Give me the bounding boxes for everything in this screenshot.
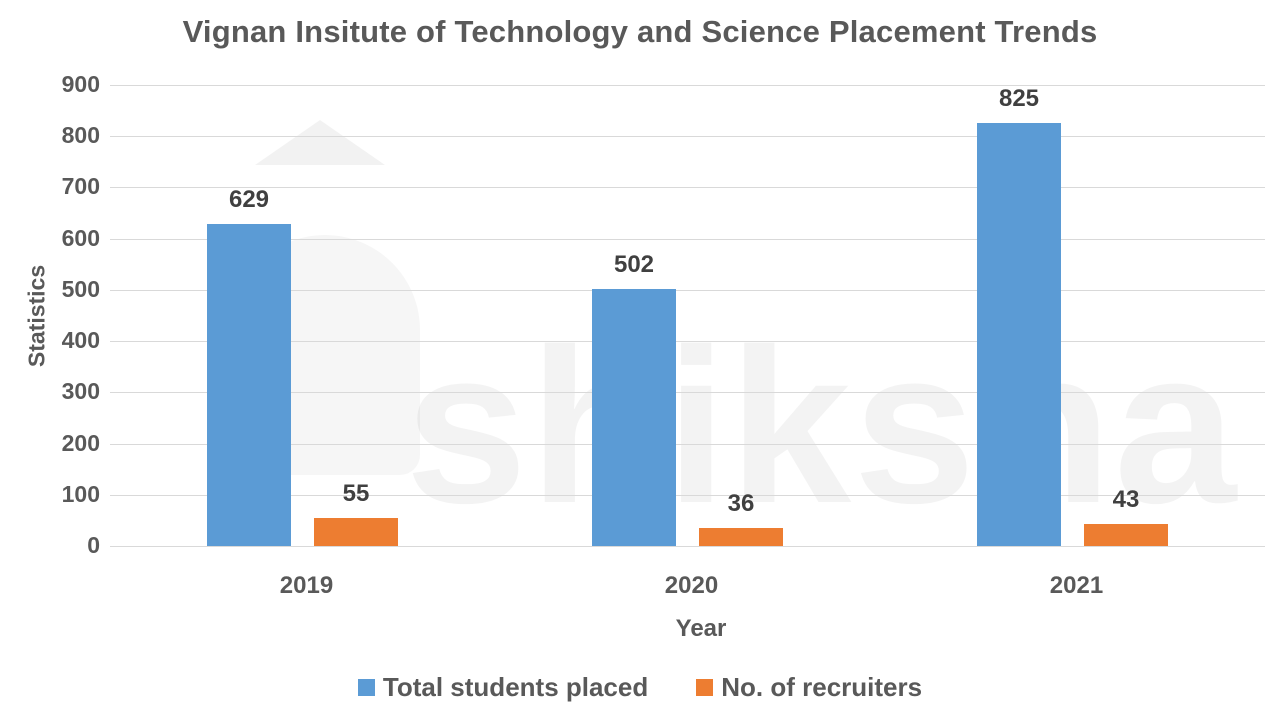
legend-label: Total students placed: [382, 672, 649, 702]
x-tick-label: 2019: [279, 572, 334, 599]
bar-2019-recruiters: [314, 517, 398, 546]
y-tick-label: 900: [61, 71, 100, 97]
legend-swatch-icon: [696, 679, 714, 696]
data-label: 36: [727, 489, 755, 517]
gridline: [110, 494, 1265, 496]
chart-title: Vignan Insitute of Technology and Scienc…: [182, 14, 1098, 49]
y-tick-label: 300: [61, 378, 100, 405]
legend-item-recruiters: No. of recruiters: [696, 672, 922, 703]
bar-2021-students-placed: [977, 123, 1061, 546]
plot-area: 629 55 502 36 825 43: [110, 85, 1265, 547]
y-tick-label: 500: [61, 275, 100, 302]
data-label: 502: [613, 250, 655, 278]
watermark-cap-icon: [255, 120, 385, 165]
legend-label: No. of recruiters: [721, 672, 923, 702]
bar-2020-recruiters: [699, 527, 783, 546]
gridline: [110, 443, 1265, 445]
legend: Total students placed No. of recruiters: [0, 672, 1280, 703]
y-tick-label: 600: [61, 224, 100, 251]
gridline: [110, 136, 1265, 138]
y-tick-label: 0: [87, 532, 100, 558]
x-tick-label: 2020: [664, 572, 719, 599]
watermark-text: shiksha: [405, 300, 1238, 553]
x-axis-label: Year: [675, 615, 727, 642]
bar-2019-students-placed: [207, 223, 291, 546]
x-tick-label: 2021: [1049, 572, 1104, 599]
y-tick-label: 400: [61, 327, 100, 354]
gridline: [110, 289, 1265, 291]
y-tick-label: 800: [61, 122, 100, 149]
data-label: 55: [342, 479, 370, 507]
data-label: 43: [1112, 485, 1140, 513]
gridline: [110, 546, 1265, 547]
y-tick-label: 700: [61, 173, 100, 200]
y-tick-label: 100: [61, 480, 100, 507]
gridline: [110, 238, 1265, 240]
gridline: [110, 187, 1265, 189]
data-label: 825: [998, 85, 1040, 113]
data-label: 629: [228, 185, 270, 213]
y-tick-label: 200: [61, 429, 100, 456]
legend-swatch-icon: [357, 679, 375, 696]
legend-item-students-placed: Total students placed: [357, 672, 649, 703]
bar-2020-students-placed: [592, 288, 676, 546]
gridline: [110, 341, 1265, 343]
gridline: [110, 392, 1265, 394]
gridline: [110, 85, 1265, 86]
bar-2021-recruiters: [1084, 523, 1168, 546]
